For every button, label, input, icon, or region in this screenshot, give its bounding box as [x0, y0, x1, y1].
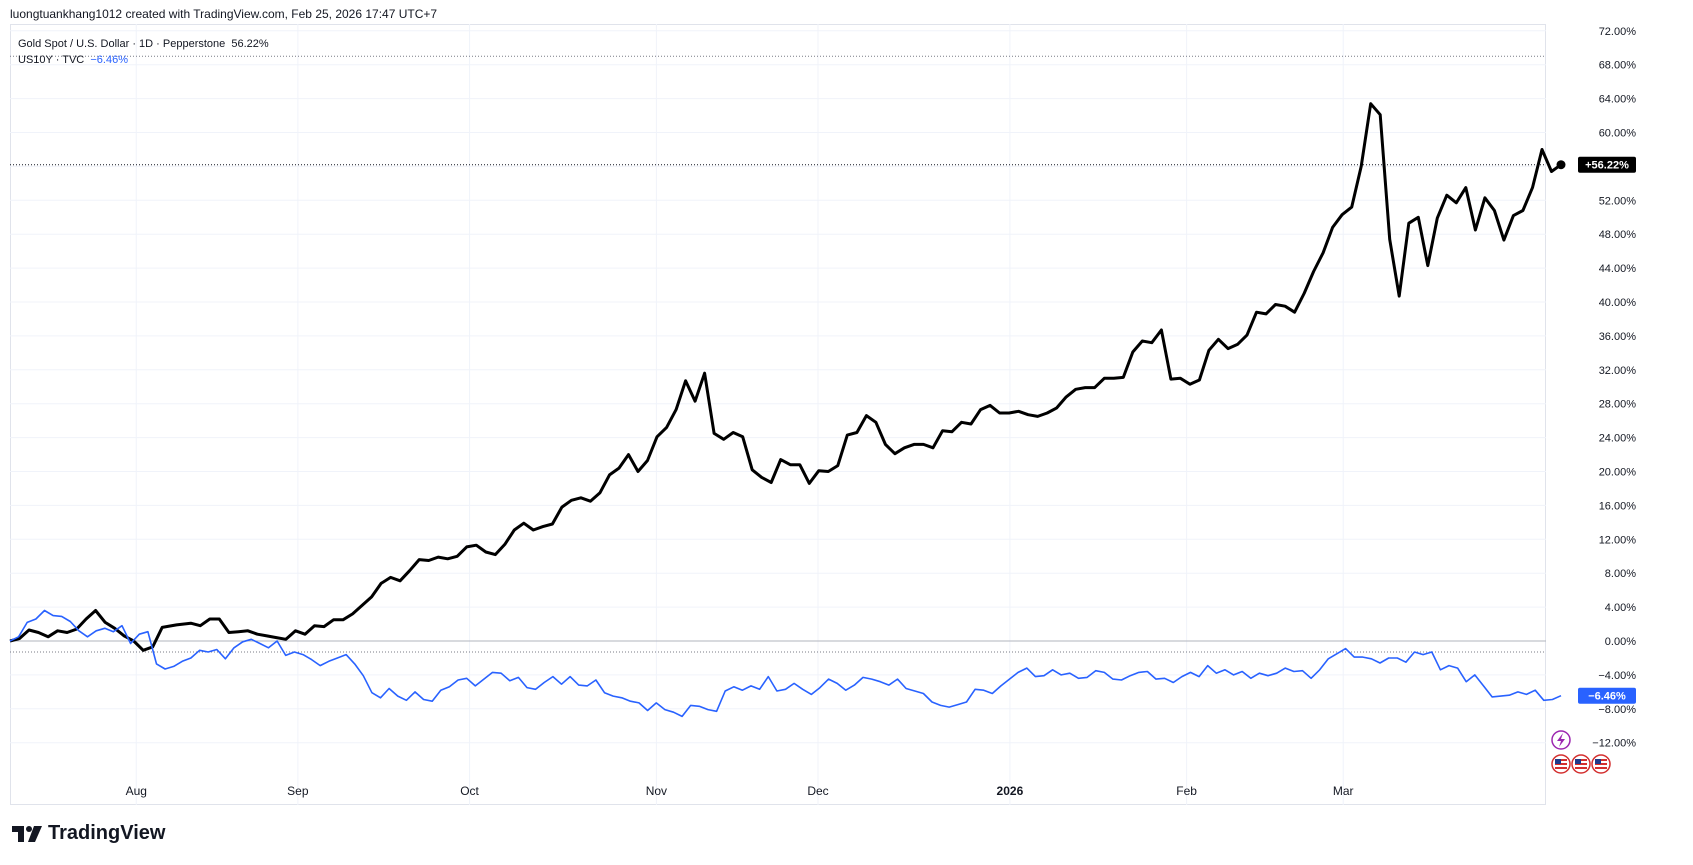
svg-text:−6.46%: −6.46% — [1588, 691, 1626, 703]
x-tick-label: Sep — [287, 784, 309, 798]
y-tick-label: 4.00% — [1605, 602, 1636, 614]
x-tick-label: Dec — [807, 784, 828, 798]
y-tick-label: 32.00% — [1599, 365, 1637, 377]
last-point-gold — [1556, 160, 1566, 170]
x-tick-label: Feb — [1176, 784, 1197, 798]
x-axis: Aug Sep Oct Nov Dec 2026 Feb Mar — [126, 784, 1354, 798]
reference-lines — [10, 55, 1546, 653]
y-tick-label: 8.00% — [1605, 568, 1636, 580]
y-tick-label: 60.00% — [1599, 128, 1637, 140]
lightning-icon[interactable] — [1551, 730, 1571, 750]
y-tick-label: 40.00% — [1599, 297, 1637, 309]
legend-series-gold[interactable]: Gold Spot / U.S. Dollar · 1D · Peppersto… — [18, 36, 269, 52]
y-tick-label: 0.00% — [1605, 636, 1636, 648]
y-tick-label: 20.00% — [1599, 467, 1637, 479]
x-tick-label: Aug — [126, 784, 147, 798]
chart-legend: Gold Spot / U.S. Dollar · 1D · Peppersto… — [18, 36, 269, 68]
x-tick-label: Oct — [460, 784, 479, 798]
y-tick-label: −12.00% — [1592, 738, 1636, 750]
y-tick-label: 52.00% — [1599, 195, 1637, 207]
chart-attribution: luongtuankhang1012 created with TradingV… — [10, 7, 438, 21]
series-lines — [9, 102, 1566, 718]
chart-frame — [10, 24, 1546, 805]
y-tick-label: 44.00% — [1599, 263, 1637, 275]
y-tick-label: 72.00% — [1599, 26, 1637, 38]
series-line-us10y[interactable] — [9, 609, 1562, 718]
legend-gold-label: Gold Spot / U.S. Dollar · 1D · Peppersto… — [18, 38, 226, 50]
last-value-label-us10y: −6.46% — [1578, 687, 1636, 704]
us-flag-icon[interactable] — [1551, 754, 1571, 774]
y-tick-label: −8.00% — [1598, 704, 1636, 716]
us-flag-icon[interactable] — [1591, 754, 1611, 774]
y-tick-label: 24.00% — [1599, 433, 1637, 445]
y-tick-label: 12.00% — [1599, 534, 1637, 546]
y-tick-label: 68.00% — [1599, 60, 1637, 72]
x-tick-label: Mar — [1333, 784, 1354, 798]
brand-name: TradingView — [48, 822, 166, 844]
legend-us10y-label: US10Y · TVC — [18, 54, 85, 66]
x-tick-label: Nov — [646, 784, 667, 798]
legend-us10y-value: −6.46% — [90, 54, 128, 66]
series-line-gold[interactable] — [9, 102, 1562, 652]
y-tick-label: 16.00% — [1599, 500, 1637, 512]
us-flag-icon[interactable] — [1571, 754, 1591, 774]
y-tick-label: −4.00% — [1598, 670, 1636, 682]
last-value-labels: +56.22% −6.46% — [1578, 156, 1636, 704]
x-tick-label: 2026 — [997, 784, 1024, 798]
svg-text:+56.22%: +56.22% — [1585, 160, 1629, 172]
last-value-label-gold: +56.22% — [1578, 156, 1636, 173]
legend-series-us10y[interactable]: US10Y · TVC −6.46% — [18, 52, 269, 68]
grid-lines — [10, 24, 1546, 805]
tradingview-logo-icon — [12, 825, 42, 842]
y-tick-label: 28.00% — [1599, 399, 1637, 411]
y-tick-label: 48.00% — [1599, 229, 1637, 241]
y-tick-label: 64.00% — [1599, 94, 1637, 106]
legend-gold-value: 56.22% — [231, 38, 269, 50]
event-icons — [1551, 730, 1611, 774]
tradingview-logo[interactable]: TradingView — [12, 822, 165, 845]
y-axis: 72.00%68.00%64.00%60.00%56.00%52.00%48.0… — [1592, 26, 1636, 750]
y-tick-label: 36.00% — [1599, 331, 1637, 343]
